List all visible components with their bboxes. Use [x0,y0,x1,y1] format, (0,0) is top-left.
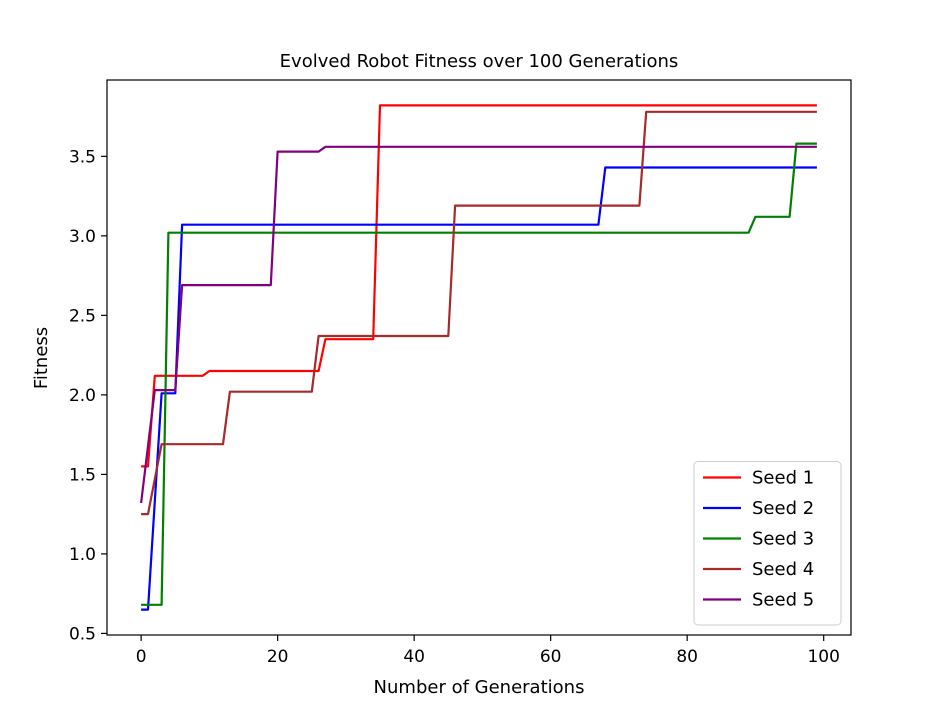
series-line-seed-4 [141,110,817,516]
y-tick-label: 3.0 [69,227,96,247]
x-tick-label: 80 [676,647,698,667]
legend-label-seed-2: Seed 2 [752,498,814,519]
y-tick-label: 2.0 [69,386,96,406]
y-tick-label: 1.5 [69,465,96,485]
x-tick-label: 100 [807,647,839,667]
legend: Seed 1 Seed 2 Seed 3 Seed 4 Seed 5 [693,461,842,626]
legend-box [693,461,842,626]
y-axis: 0.5 1.0 1.5 2.0 2.5 3.0 3.5 [69,147,107,644]
y-tick-label: 3.5 [69,147,96,167]
series-layer [140,104,817,611]
x-tick-label: 20 [267,647,289,667]
y-tick-label: 0.5 [69,624,96,644]
y-tick-label: 1.0 [69,545,96,565]
chart-title: Evolved Robot Fitness over 100 Generatio… [280,51,679,72]
legend-label-seed-5: Seed 5 [752,590,814,611]
x-tick-label: 60 [540,647,562,667]
legend-label-seed-1: Seed 1 [752,468,814,489]
x-axis: 0 20 40 60 80 100 [136,635,840,667]
series-line-seed-3 [141,142,817,606]
x-axis-label: Number of Generations [374,677,585,698]
plot-frame [106,79,852,636]
legend-label-seed-3: Seed 3 [752,529,814,550]
legend-label-seed-4: Seed 4 [752,559,814,580]
series-line-seed-5 [140,145,817,504]
y-tick-label: 2.5 [69,306,96,326]
x-tick-label: 40 [403,647,425,667]
y-axis-label: Fitness [31,327,52,389]
series-line-seed-2 [141,166,817,611]
x-tick-label: 0 [136,647,147,667]
